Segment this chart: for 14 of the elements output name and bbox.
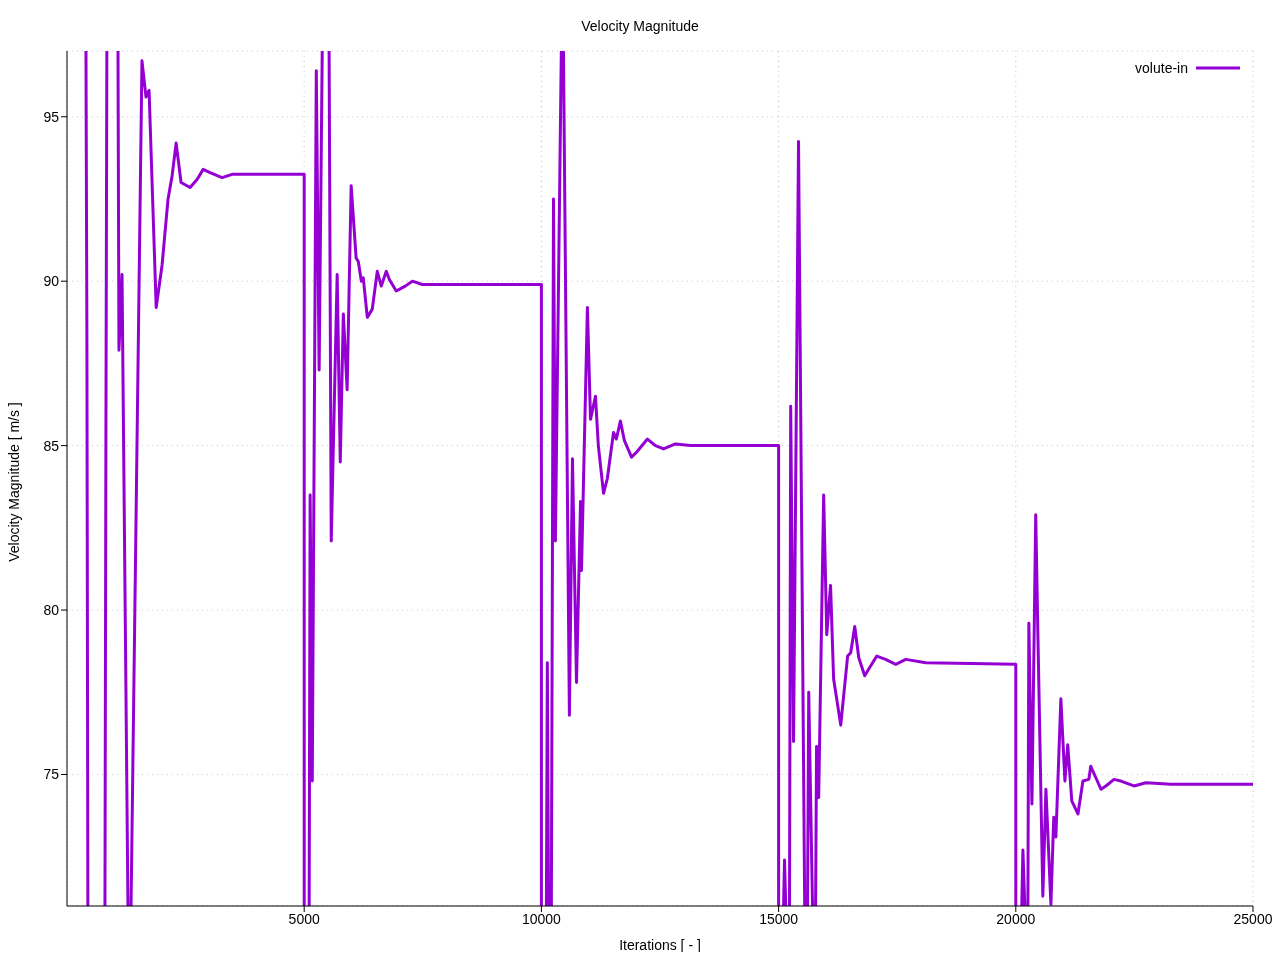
y-tick-label: 95 [43,108,60,125]
y-tick-label: 90 [43,273,60,290]
x-tick-label: 15000 [759,910,799,927]
legend-label: volute-in [1135,60,1188,76]
y-tick-label: 85 [43,437,60,454]
x-axis-title: Iterations [ - ] [619,937,701,953]
y-tick-label: 80 [43,602,60,619]
x-tick-label: 5000 [288,910,320,927]
chart-title: Velocity Magnitude [580,18,700,34]
y-axis-title: Velocity Magnitude [ m/s ] [6,402,22,562]
x-tick-label: 25000 [1233,910,1273,927]
y-tick-label: 75 [43,766,60,783]
x-tick-label: 20000 [996,910,1036,927]
x-tick-label: 10000 [521,910,562,927]
